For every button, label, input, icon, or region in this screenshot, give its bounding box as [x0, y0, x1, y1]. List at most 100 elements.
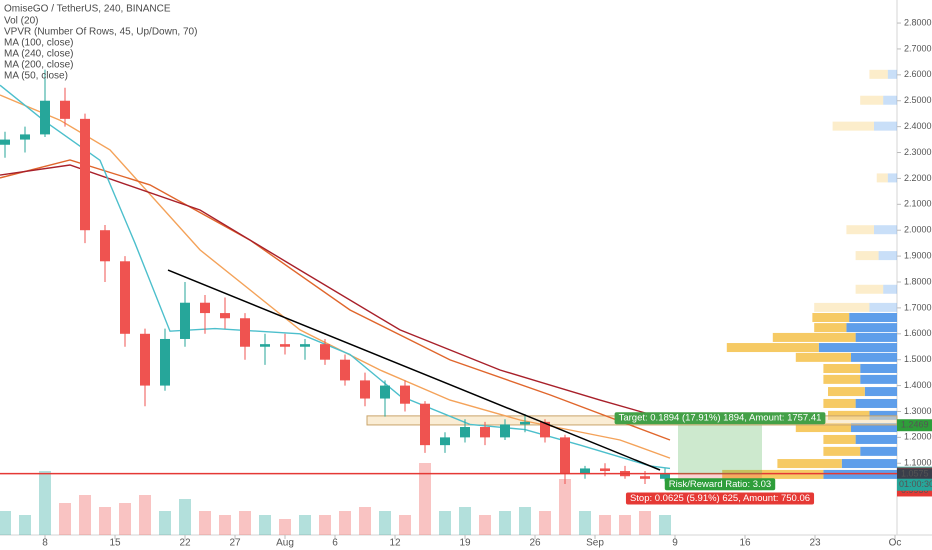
candle-body [40, 100, 50, 135]
vpvr-up [887, 69, 897, 79]
y-tick-label: 1.1000 [904, 458, 932, 468]
volume-bar [139, 495, 151, 535]
vpvr-down [828, 410, 870, 420]
x-tick-label: 22 [179, 538, 191, 549]
volume-bar [39, 471, 51, 535]
x-tick-label: Sep [586, 538, 604, 549]
x-tick-label: 12 [389, 538, 401, 549]
vpvr-up [823, 469, 897, 479]
candle-body [240, 318, 250, 347]
y-tick-label: 2.0000 [904, 225, 932, 235]
volume-bar [239, 511, 251, 535]
x-tick-label: 26 [529, 538, 541, 549]
volume-bar [479, 515, 491, 535]
volume-bar [79, 495, 91, 535]
candle-body [100, 230, 110, 262]
volume-bar [0, 511, 11, 535]
volume-bar [659, 515, 671, 535]
target-label-text: Target: 0.1894 (17.91%) 1894, Amount: 17… [619, 413, 822, 424]
y-tick-label: 2.8000 [904, 17, 932, 27]
y-tick-label: 1.5000 [904, 354, 932, 364]
volume-bar [19, 515, 31, 535]
candle-body [80, 118, 90, 231]
volume-bar [639, 511, 651, 535]
volume-bar [519, 507, 531, 535]
volume-bar [559, 479, 571, 535]
ratio-label: Risk/Reward Ratio: 3.03 [664, 478, 776, 491]
volume-bar [439, 511, 451, 535]
vpvr-up [860, 374, 897, 384]
vpvr-up [818, 343, 897, 353]
volume-bar [319, 515, 331, 535]
vpvr-down [855, 284, 884, 294]
volume-bar [339, 511, 351, 535]
legend: OmiseGO / TetherUS, 240, BINANCE Vol (20… [4, 4, 197, 82]
x-tick-label: 8 [42, 538, 48, 549]
vpvr-up [864, 387, 897, 397]
y-tick-label: 1.3000 [904, 406, 932, 416]
candle-body [220, 313, 230, 319]
vpvr-down [823, 398, 856, 408]
vpvr-down [860, 95, 884, 105]
volume-bar [259, 515, 271, 535]
chart-title: OmiseGO / TetherUS, 240, BINANCE [4, 4, 171, 15]
vpvr-down [795, 423, 851, 433]
candle-body [500, 424, 510, 438]
x-tick-label: 15 [109, 538, 121, 549]
candle-body [320, 344, 330, 360]
stop-label-text: Stop: 0.0625 (5.91%) 625, Amount: 750.06 [630, 493, 810, 504]
vpvr-up [883, 95, 897, 105]
vpvr-up [851, 352, 897, 362]
price-marker-label: 1.2469 [901, 420, 929, 430]
indicator-label: VPVR (Number Of Rows, 45, Up/Down, 70) [4, 27, 197, 38]
candle-body [120, 261, 130, 334]
candle-body [480, 427, 490, 438]
x-tick-label: 23 [809, 538, 821, 549]
legend-entry: MA (50, close) [4, 71, 68, 82]
candle-body [340, 359, 350, 381]
candle-body [160, 338, 170, 386]
volume-bar [579, 511, 591, 535]
x-tick-label: 27 [229, 538, 241, 549]
volume-bar [59, 503, 71, 535]
price-marker [897, 419, 932, 432]
x-tick-label: Aug [276, 538, 294, 549]
vpvr-down [823, 374, 861, 384]
x-tick-label: 6 [332, 538, 338, 549]
stop-label-bg [625, 492, 815, 505]
vpvr-up [860, 446, 897, 456]
candle-body [400, 385, 410, 404]
ratio-label-bg [664, 478, 776, 491]
vpvr-down [846, 225, 874, 235]
moving-average-line [0, 164, 671, 421]
candle-body [640, 476, 650, 479]
volume-bar [599, 515, 611, 535]
volume-bar [459, 507, 471, 535]
vpvr-up [841, 459, 897, 469]
y-tick-label: 1.4000 [904, 380, 932, 390]
candle-body [200, 302, 210, 314]
volume-bar [379, 511, 391, 535]
vpvr-up [855, 332, 897, 342]
x-tick-label: 16 [739, 538, 751, 549]
vpvr-up [851, 423, 897, 433]
vpvr-down [855, 251, 879, 261]
legend-entry: MA (200, close) [4, 60, 73, 71]
y-tick-label: 2.7000 [904, 43, 932, 53]
volume-bar [619, 515, 631, 535]
vpvr-down [814, 302, 870, 312]
volume-bar [499, 511, 511, 535]
vpvr-up [855, 398, 897, 408]
candle-body [0, 139, 10, 145]
vpvr-up [849, 312, 897, 322]
volume-bar [299, 515, 311, 535]
vpvr-up [855, 434, 897, 444]
y-tick-label: 2.3000 [904, 147, 932, 157]
candle-body [280, 344, 290, 347]
axis-layer: 1.00001.10001.20001.30001.40001.50001.60… [42, 17, 932, 549]
vpvr-up [874, 225, 897, 235]
price-marker-label: 1.0575 [901, 469, 929, 479]
candle-body [420, 403, 430, 446]
